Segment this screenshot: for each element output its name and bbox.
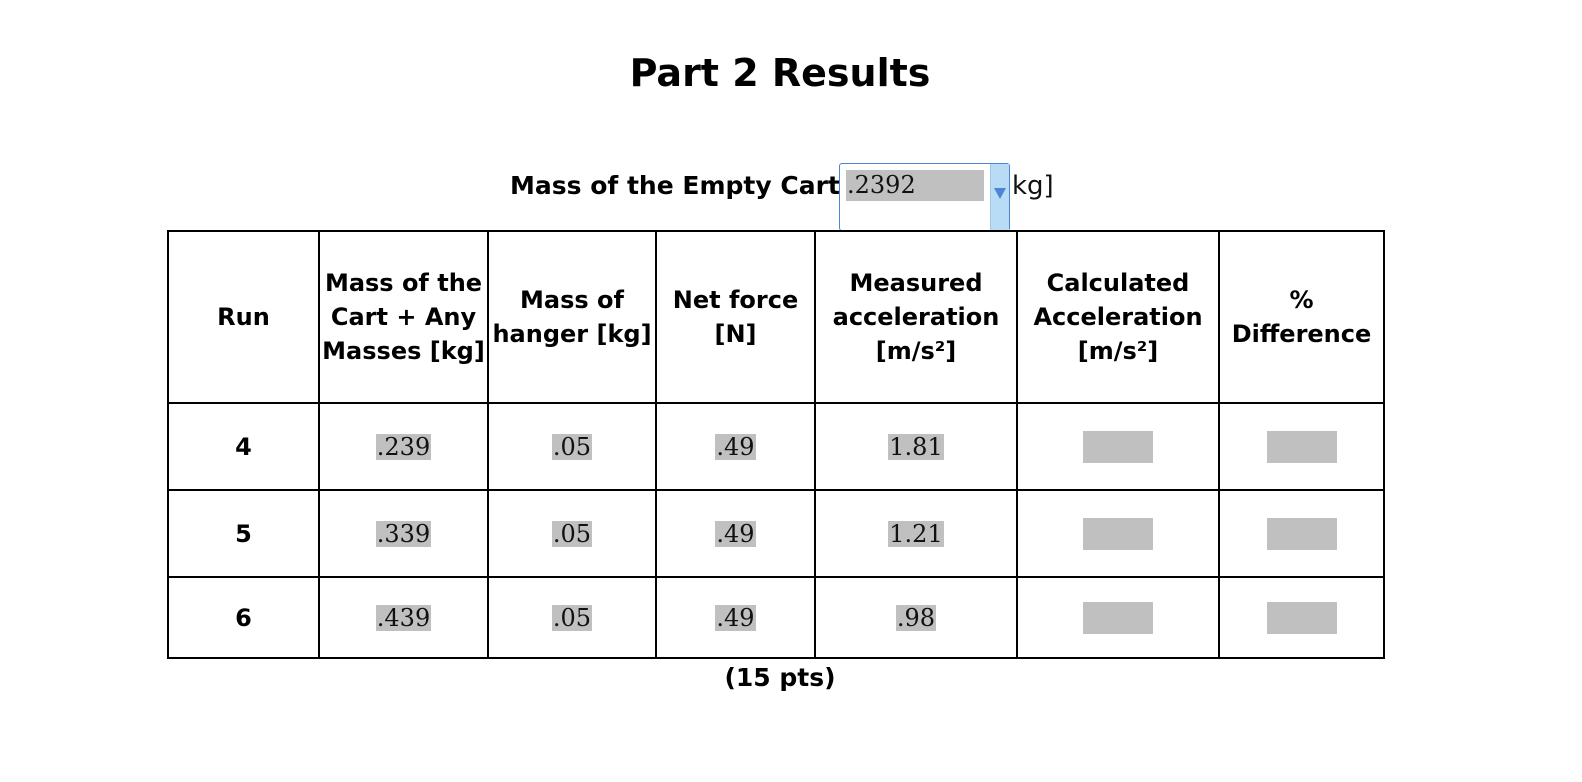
calculated-acceleration-cell [1016,489,1220,578]
mass-hanger-field[interactable]: .05 [551,603,593,632]
header-calculated-acceleration: Calculated Acceleration [m/s²] [1016,230,1220,404]
calculated-acceleration-field[interactable] [1083,517,1153,550]
calculated-acceleration-cell [1016,402,1220,491]
mass-hanger-cell: .05 [487,576,657,659]
header-mass-hanger: Mass of hanger [kg] [487,230,657,404]
table-row: 4 .239 .05 .49 1.81 [167,402,1385,491]
header-mass-cart: Mass of the Cart + Any Masses [kg] [318,230,489,404]
percent-difference-cell [1218,489,1385,578]
percent-difference-field[interactable] [1266,517,1337,550]
points-label: (15 pts) [724,663,836,692]
empty-cart-mass-dropdown[interactable]: .2392 [839,163,1010,231]
mass-cart-field[interactable]: .339 [375,519,432,548]
net-force-field[interactable]: .49 [715,603,756,632]
net-force-cell: .49 [655,489,816,578]
measured-acceleration-cell: .98 [814,576,1018,659]
header-measured-acceleration: Measured acceleration [m/s²] [814,230,1018,404]
mass-hanger-field[interactable]: .05 [551,432,593,461]
header-percent-difference: % Difference [1218,230,1385,404]
measured-acceleration-field[interactable]: .98 [895,603,937,632]
net-force-field[interactable]: .49 [715,519,756,548]
percent-difference-field[interactable] [1266,601,1337,634]
mass-cart-field[interactable]: .439 [375,603,432,632]
calculated-acceleration-field[interactable] [1083,601,1153,634]
percent-difference-field[interactable] [1266,430,1337,463]
mass-hanger-field[interactable]: .05 [551,519,593,548]
percent-difference-cell [1218,576,1385,659]
mass-hanger-cell: .05 [487,402,657,491]
table-row: 6 .439 .05 .49 .98 [167,576,1385,659]
dropdown-button[interactable] [990,164,1009,230]
measured-acceleration-field[interactable]: 1.21 [888,519,944,548]
header-row: Run Mass of the Cart + Any Masses [kg] M… [167,230,1385,404]
header-net-force: Net force [N] [655,230,816,404]
net-force-field[interactable]: .49 [715,432,756,461]
page-title: Part 2 Results [629,51,931,95]
run-cell: 5 [167,489,320,578]
mass-cart-cell: .239 [318,402,489,491]
calculated-acceleration-cell [1016,576,1220,659]
measured-acceleration-cell: 1.81 [814,402,1018,491]
empty-cart-mass-label: Mass of the Empty Cart = [510,171,870,200]
chevron-down-icon[interactable] [994,188,1006,199]
run-cell: 4 [167,402,320,491]
mass-cart-field[interactable]: .239 [375,432,432,461]
results-table: Run Mass of the Cart + Any Masses [kg] M… [167,230,1385,659]
mass-cart-cell: .439 [318,576,489,659]
measured-acceleration-field[interactable]: 1.81 [888,432,944,461]
header-run: Run [167,230,320,404]
table-row: 5 .339 .05 .49 1.21 [167,489,1385,578]
measured-acceleration-cell: 1.21 [814,489,1018,578]
calculated-acceleration-field[interactable] [1083,430,1153,463]
run-cell: 6 [167,576,320,659]
mass-cart-cell: .339 [318,489,489,578]
net-force-cell: .49 [655,402,816,491]
empty-cart-mass-unit: kg] [1012,171,1054,201]
empty-cart-mass-value[interactable]: .2392 [846,170,984,201]
net-force-cell: .49 [655,576,816,659]
percent-difference-cell [1218,402,1385,491]
mass-hanger-cell: .05 [487,489,657,578]
